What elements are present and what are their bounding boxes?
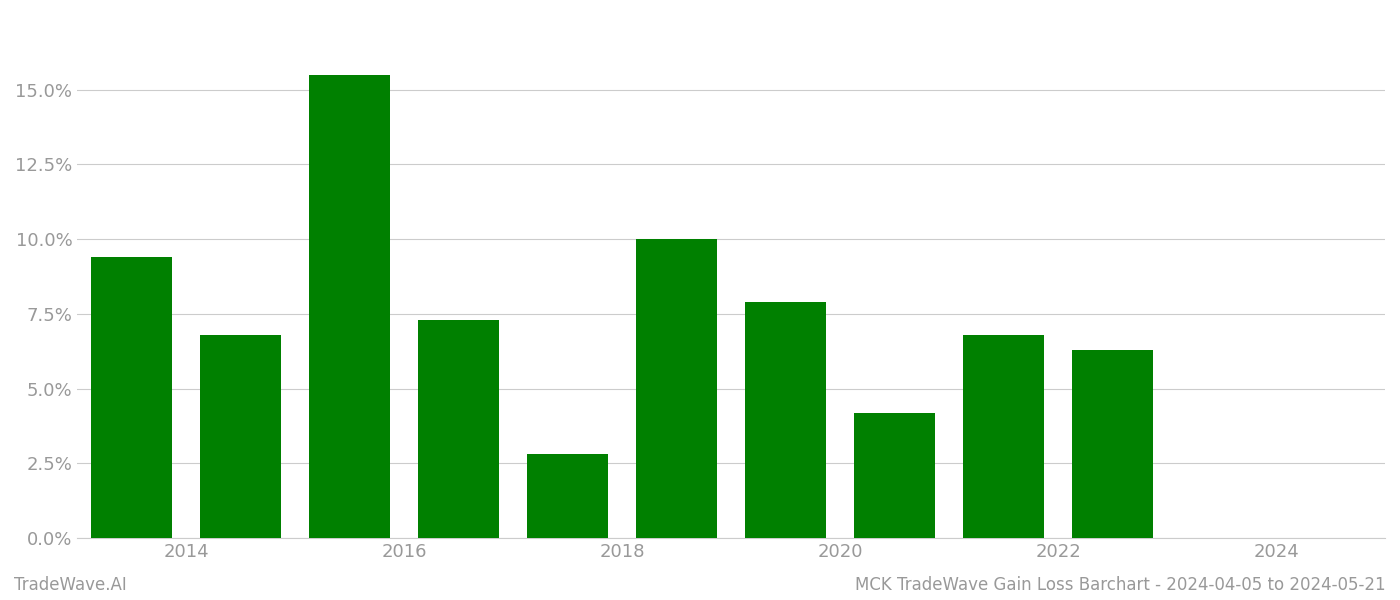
Bar xyxy=(309,75,391,538)
Text: MCK TradeWave Gain Loss Barchart - 2024-04-05 to 2024-05-21: MCK TradeWave Gain Loss Barchart - 2024-… xyxy=(855,576,1386,594)
Bar xyxy=(526,454,609,538)
Bar xyxy=(636,239,717,538)
Bar xyxy=(854,413,935,538)
Text: TradeWave.AI: TradeWave.AI xyxy=(14,576,127,594)
Bar xyxy=(1071,350,1154,538)
Bar xyxy=(200,335,281,538)
Bar xyxy=(417,320,500,538)
Bar xyxy=(91,257,172,538)
Bar xyxy=(963,335,1044,538)
Bar xyxy=(745,302,826,538)
